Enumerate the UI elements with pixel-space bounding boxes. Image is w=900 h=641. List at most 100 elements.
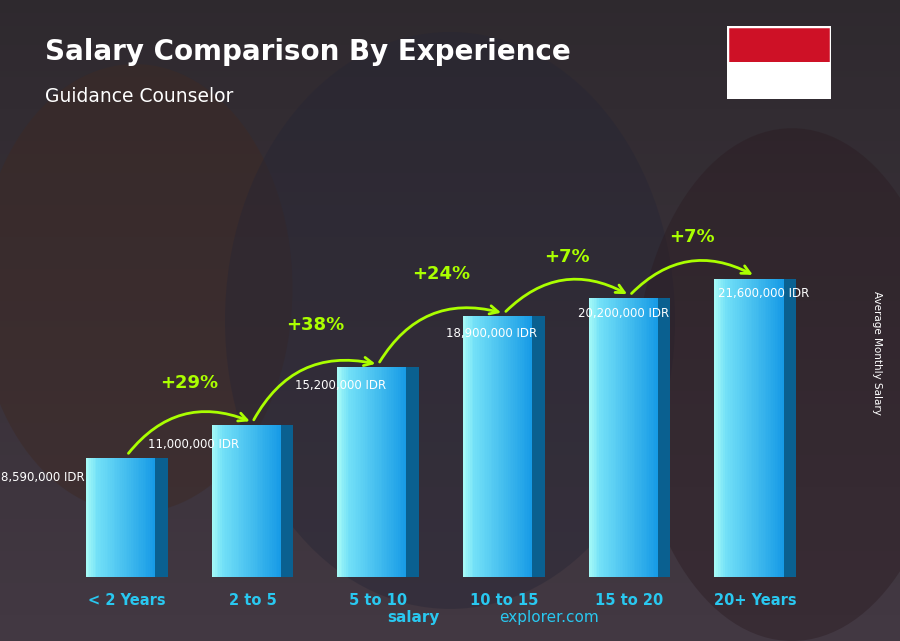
Bar [249,425,252,577]
Bar [0,192,900,199]
Bar [129,458,131,577]
Bar [0,353,900,359]
Bar [222,425,224,577]
Bar [628,299,631,577]
Bar [100,458,102,577]
Bar [771,279,773,577]
Bar [0,276,900,282]
Bar [632,299,634,577]
Text: 8,590,000 IDR: 8,590,000 IDR [1,471,85,484]
Bar [0,385,900,391]
Bar [0,346,900,353]
Bar [777,279,778,577]
Bar [0,147,900,154]
Bar [403,367,405,577]
Bar [589,299,590,577]
Text: 15 to 20: 15 to 20 [596,594,663,608]
Bar [0,365,900,372]
Bar [0,320,900,327]
Bar [0,378,900,385]
Bar [0,391,900,397]
Bar [0,615,900,622]
Bar [508,317,510,577]
Bar [0,237,900,244]
Bar [0,0,900,6]
Bar [145,458,147,577]
Bar [506,317,508,577]
Bar [104,458,105,577]
Bar [737,279,739,577]
Bar [0,577,900,583]
Bar [625,299,627,577]
Bar [253,425,255,577]
Bar [256,425,258,577]
Bar [754,279,756,577]
Bar [611,299,613,577]
Bar [0,90,900,96]
Bar [87,458,90,577]
Bar [126,458,128,577]
Bar [0,77,900,83]
Bar [756,279,758,577]
Bar [624,299,625,577]
Text: 15,200,000 IDR: 15,200,000 IDR [295,379,386,392]
Bar [630,299,632,577]
Bar [727,26,831,62]
Bar [0,38,900,45]
Bar [225,425,228,577]
Bar [362,367,364,577]
Bar [494,317,496,577]
Bar [524,317,526,577]
Bar [522,317,524,577]
Bar [377,367,379,577]
Bar [485,317,488,577]
Bar [398,367,400,577]
Bar [134,458,136,577]
Text: 11,000,000 IDR: 11,000,000 IDR [148,438,238,451]
Ellipse shape [634,128,900,641]
Bar [761,279,763,577]
Bar [0,224,900,231]
Bar [472,317,473,577]
Bar [149,458,152,577]
Bar [716,279,718,577]
Bar [730,279,732,577]
Bar [364,367,367,577]
Bar [341,367,343,577]
Bar [0,173,900,179]
Bar [0,186,900,192]
Bar [745,279,748,577]
Bar [0,51,900,58]
Text: 20+ Years: 20+ Years [714,594,796,608]
Bar [718,279,720,577]
Bar [620,299,622,577]
Bar [141,458,143,577]
Bar [770,279,771,577]
Bar [0,603,900,609]
Bar [626,299,629,577]
Bar [0,449,900,455]
Bar [0,6,900,13]
Bar [0,519,900,526]
Bar [260,425,262,577]
Bar [384,367,386,577]
Bar [0,500,900,506]
Text: salary: salary [387,610,439,625]
Bar [622,299,624,577]
Bar [349,367,351,577]
Bar [229,425,230,577]
Bar [346,367,348,577]
Bar [0,596,900,603]
Bar [0,13,900,19]
Bar [775,279,777,577]
Bar [124,458,126,577]
Text: +7%: +7% [544,247,590,265]
Bar [0,128,900,135]
Bar [389,367,392,577]
Bar [0,487,900,494]
Bar [0,212,900,218]
Bar [91,458,93,577]
Bar [386,367,388,577]
Bar [616,299,618,577]
Bar [0,199,900,205]
